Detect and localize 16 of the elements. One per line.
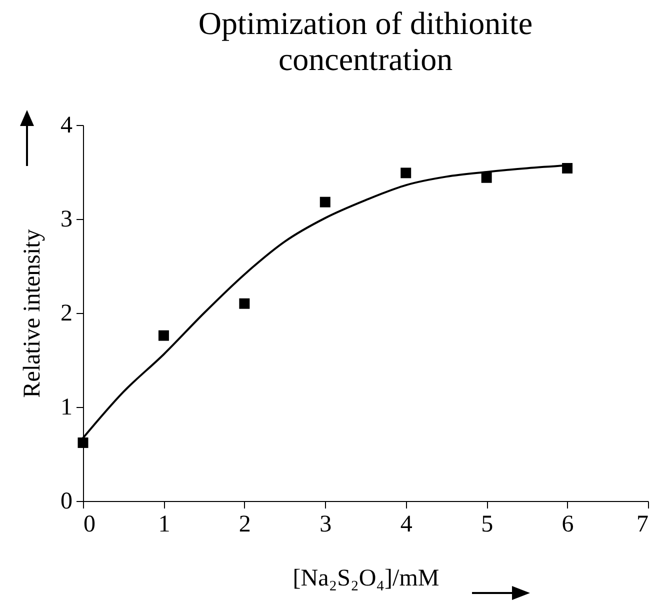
x-axis-title: [Na₂S₂O₄]/mM: [292, 566, 440, 592]
x-tick-label: 2: [238, 512, 251, 538]
y-axis-title: Relative intensity: [20, 229, 46, 398]
x-tick-label: 1: [158, 512, 170, 538]
x-tick-label: 6: [562, 512, 574, 538]
x-tick-label: 4: [400, 512, 412, 538]
chart-title: Optimization of dithionite concentration: [198, 5, 533, 77]
y-tick-label: 2: [60, 300, 72, 326]
x-tick-label: 0: [84, 512, 96, 538]
y-tick-label: 3: [60, 206, 72, 232]
x-tick-label: 7: [636, 512, 648, 538]
y-tick-label: 1: [60, 394, 72, 420]
y-tick-label: 4: [60, 112, 72, 138]
y-tick-label: 0: [60, 488, 72, 514]
x-tick-label: 5: [481, 512, 494, 538]
x-tick-label: 3: [320, 512, 332, 538]
